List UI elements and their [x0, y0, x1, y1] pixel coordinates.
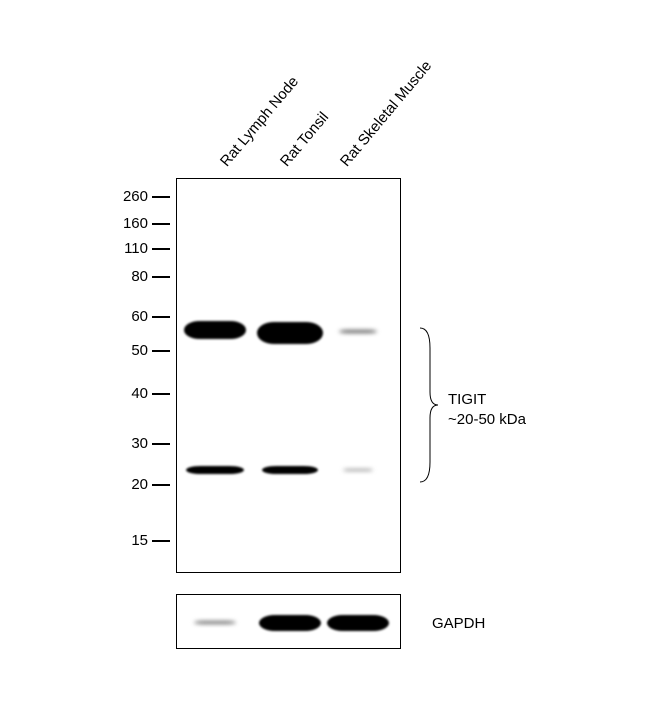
band — [343, 469, 373, 471]
band — [257, 322, 323, 344]
mw-tick — [152, 484, 170, 486]
band — [339, 330, 377, 333]
mw-tick — [152, 316, 170, 318]
mw-tick — [152, 248, 170, 250]
lane-label: Rat Skeletal Muscle — [337, 58, 435, 170]
gapdh-annotation: GAPDH — [432, 614, 485, 634]
mw-tick — [152, 350, 170, 352]
mw-label: 60 — [108, 308, 148, 325]
gapdh-band — [194, 621, 236, 624]
mw-tick — [152, 196, 170, 198]
band — [262, 466, 318, 474]
mw-label: 50 — [108, 342, 148, 359]
mw-label: 80 — [108, 268, 148, 285]
target-range: ~20-50 kDa — [448, 410, 526, 430]
mw-label: 160 — [108, 215, 148, 232]
mw-tick — [152, 540, 170, 542]
band — [186, 466, 244, 474]
main-blot — [176, 178, 401, 573]
mw-label: 110 — [108, 240, 148, 257]
mw-tick — [152, 223, 170, 225]
gapdh-band — [259, 615, 321, 631]
mw-tick — [152, 276, 170, 278]
lane-label: Rat Tonsil — [277, 109, 332, 170]
band — [184, 321, 246, 339]
target-name: TIGIT — [448, 390, 526, 410]
mw-label: 260 — [108, 188, 148, 205]
mw-label: 20 — [108, 476, 148, 493]
mw-tick — [152, 443, 170, 445]
mw-label: 15 — [108, 532, 148, 549]
mw-tick — [152, 393, 170, 395]
mw-label: 40 — [108, 385, 148, 402]
mw-label: 30 — [108, 435, 148, 452]
target-brace — [418, 326, 440, 484]
gapdh-band — [327, 615, 389, 631]
target-annotation: TIGIT ~20-50 kDa — [448, 390, 526, 429]
